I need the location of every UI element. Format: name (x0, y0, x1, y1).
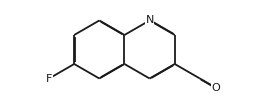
Text: F: F (46, 74, 52, 83)
Text: N: N (145, 15, 154, 25)
Text: O: O (212, 83, 221, 93)
